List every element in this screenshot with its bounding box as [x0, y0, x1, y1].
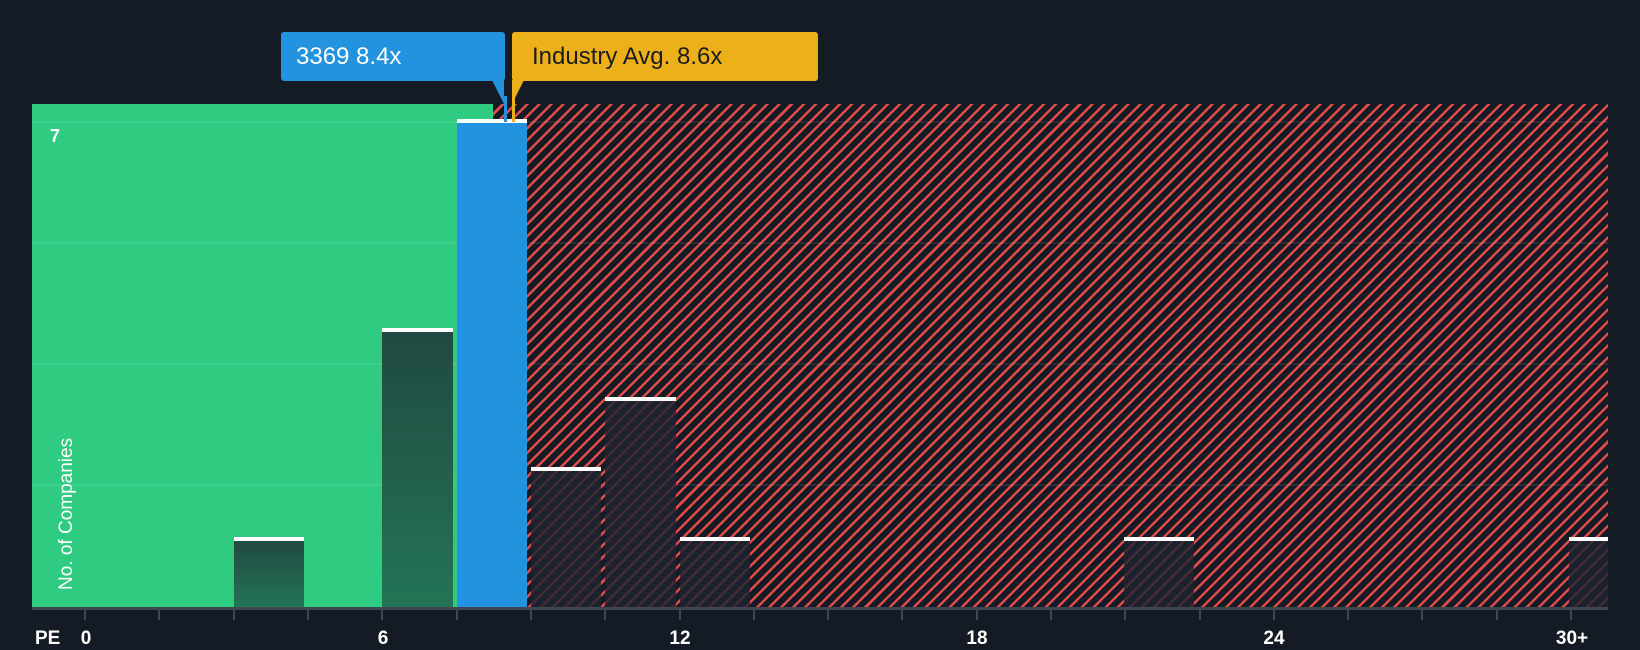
x-tick: [456, 610, 458, 620]
x-tick: [604, 610, 606, 620]
x-tick: [307, 610, 309, 620]
y-axis-title: No. of Companies: [56, 437, 77, 590]
gridline: [32, 484, 1608, 486]
x-tick-label: 12: [669, 628, 691, 649]
x-tick-label: 0: [80, 628, 92, 649]
x-axis-pe-label: PE: [35, 628, 61, 649]
histogram-bar[interactable]: [531, 467, 601, 608]
x-tick: [679, 610, 681, 620]
x-tick: [530, 610, 532, 620]
x-tick: [1199, 610, 1201, 620]
histogram-bar[interactable]: [605, 397, 676, 608]
x-tick: [381, 610, 383, 620]
histogram-bar[interactable]: [234, 537, 304, 608]
x-tick-label: 18: [966, 628, 988, 649]
x-tick: [84, 610, 86, 620]
histogram-bar[interactable]: [1569, 537, 1608, 608]
industry-marker-line: [512, 96, 515, 122]
x-tick: [1273, 610, 1275, 620]
gridline: [32, 363, 1608, 365]
x-tick: [976, 610, 978, 620]
x-tick: [827, 610, 829, 620]
x-tick: [158, 610, 160, 620]
x-axis-line: [32, 607, 1608, 610]
x-tick: [753, 610, 755, 620]
x-tick-label: 24: [1263, 628, 1285, 649]
x-tick: [901, 610, 903, 620]
x-tick: [1421, 610, 1423, 620]
subject-company-bar[interactable]: [457, 119, 527, 608]
x-tick: [1570, 610, 1572, 620]
bar-cap: [234, 537, 304, 541]
histogram-bar[interactable]: [382, 328, 453, 608]
industry-callout-pointer: [512, 80, 524, 104]
x-tick-label: 6: [377, 628, 389, 649]
gridline: [32, 242, 1608, 244]
company-marker-line: [504, 96, 507, 122]
bar-cap: [382, 328, 453, 332]
histogram-bar[interactable]: [1124, 537, 1194, 608]
y-axis-max-label: 7: [50, 126, 61, 146]
industry-avg-callout: Industry Avg. 8.6x: [512, 32, 818, 81]
bar-cap: [531, 467, 601, 471]
plot-area: [32, 104, 1608, 608]
x-tick: [1050, 610, 1052, 620]
x-tick: [1124, 610, 1126, 620]
overvalued-zone: [493, 104, 1608, 608]
company-pe-callout: 3369 8.4x: [281, 32, 505, 81]
bar-cap: [680, 537, 750, 541]
company-callout-pointer: [492, 80, 504, 104]
bar-cap: [605, 397, 676, 401]
x-tick: [1496, 610, 1498, 620]
bar-cap: [1124, 537, 1194, 541]
histogram-bar[interactable]: [680, 537, 750, 608]
x-tick-label: 30+: [1555, 628, 1589, 649]
x-tick: [1347, 610, 1349, 620]
bar-cap: [457, 119, 527, 123]
x-tick: [233, 610, 235, 620]
gridline: [32, 121, 1608, 123]
bar-cap: [1569, 537, 1608, 541]
